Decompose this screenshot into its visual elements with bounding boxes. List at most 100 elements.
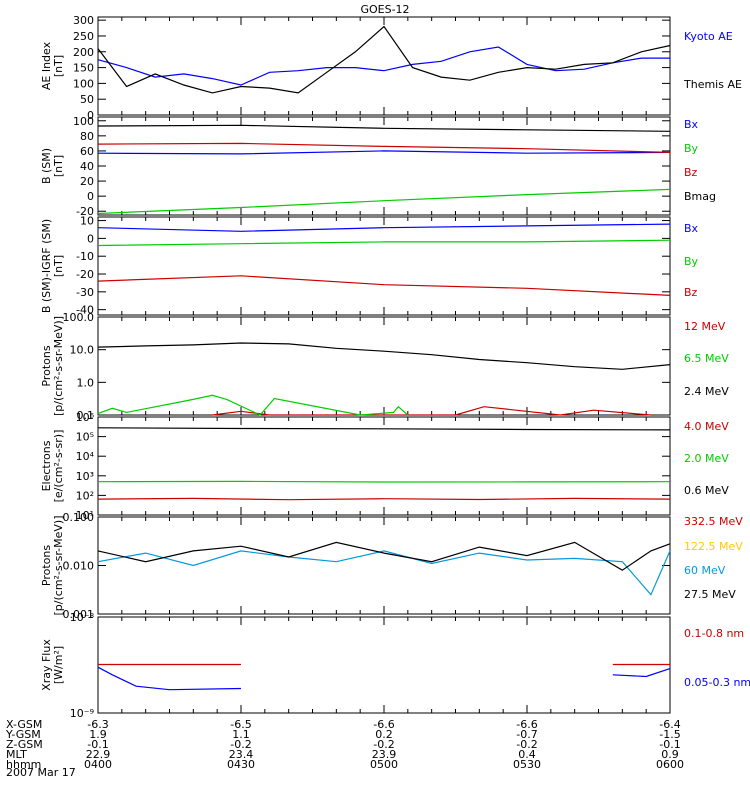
ephemeris-value: -0.2 [230,738,251,751]
ephemeris-value: 0400 [84,758,112,771]
series-line-60-mev [97,550,671,596]
legend-entry: Bx [684,118,699,131]
panel-frame [97,516,671,615]
ephemeris-value: -1.5 [659,728,680,741]
ephemeris-value: -0.7 [516,728,537,741]
date-label: 2007 Mar 17 [6,766,76,779]
y-tick-label: 300 [73,14,94,27]
ephemeris-value: 0.4 [518,748,536,761]
ephemeris-value: -6.5 [230,718,251,731]
legend-entry: 0.1-0.8 nm [684,627,744,640]
legend-entry: 6.5 MeV [684,352,729,365]
legend-entry: By [684,255,699,268]
legend-entry: Kyoto AE [684,30,733,43]
y-tick-label: -40 [76,304,94,317]
y-tick-label: 10¹ [76,509,94,522]
panel-4: 0.1 1.0 10.0 100.0Protons[p/(cm²-s-sr-MeV)]… [40,311,729,422]
y-axis-label: Protons[p/(cm²-s-sr-MeV)] [40,316,65,416]
legend-entry: 2.0 MeV [684,452,729,465]
series-line-themis-ae [97,25,671,94]
series-line-bmag [97,124,671,132]
panel-5: 10¹ 10² 10³ 10⁴ 10⁵ 10⁶ Electrons[e/(cm²-s-sr)… [40,411,729,522]
y-axis-label: B (SM)-IGRF (SM)[nT] [40,219,65,313]
ephemeris-value: -0.2 [516,738,537,751]
y-tick-label: 0 [87,232,94,245]
ephemeris-value: 0.2 [375,728,393,741]
series-line-bx [97,150,671,155]
series-line-0-05-0-3-nm [612,668,671,678]
legend-entry: 0.05-0.3 nm [684,676,750,689]
y-tick-label: 10⁶ [76,411,95,424]
y-tick-label: -20 [76,268,94,281]
y-tick-label: -30 [76,286,94,299]
y-tick-label: 100 [73,77,94,90]
panel-7: 10⁻⁹ 10⁻⁸ Xray Flux[W/m²] 0.1-0.8 nm 0.05-0.… [40,611,750,720]
y-tick-label: 100 [73,115,94,128]
ephemeris-row-label: hhmm [6,758,41,771]
series-line-bz [97,275,671,296]
legend-entry: 27.5 MeV [684,588,736,601]
y-tick-label: 150 [73,62,94,75]
y-tick-label: 200 [73,46,94,59]
series-line-27-5-mev [97,541,671,571]
series-line-bx [97,223,671,232]
ephemeris-value: -0.1 [659,738,680,751]
legend-entry: Bmag [684,190,716,203]
ephemeris-value: 22.9 [86,748,111,761]
y-tick-label: 0.1 [77,409,95,422]
y-tick-label: 10² [76,489,94,502]
y-tick-label: 0 [87,109,94,122]
series-line-by [97,239,671,247]
legend-entry: By [684,142,699,155]
ephemeris-value: 23.4 [229,748,254,761]
ephemeris-value: 23.9 [372,748,397,761]
series-line-2-0-mev [97,480,671,483]
ephemeris-row-label: X-GSM [6,718,42,731]
ephemeris-value: 0500 [370,758,398,771]
legend-entry: 0.6 MeV [684,484,729,497]
legend-entry: 332.5 MeV [684,515,743,528]
series-line-by [97,188,671,215]
y-tick-label: 10⁵ [76,431,94,444]
y-axis-label: B (SM)[nT] [40,148,65,184]
ephemeris-value: -6.6 [516,718,537,731]
y-tick-label: 10.0 [70,344,95,357]
panel-frame [97,416,671,516]
panel-2: -20 0 20 40 60 80 100 B (SM)[nT] Bx By Bz Bmag [40,115,716,218]
ephemeris-value: -6.6 [373,718,394,731]
ephemeris-value: 0530 [513,758,541,771]
y-tick-label: 80 [80,130,94,143]
series-line-2-4-mev [97,342,671,370]
y-tick-label: 10⁻⁹ [70,707,94,720]
series-line-4-0-mev [97,497,671,501]
ephemeris-row-label: Z-GSM [6,738,43,751]
y-axis-label: Electrons[e/(cm²-s-sr)] [40,430,65,503]
y-tick-label: 50 [80,93,94,106]
y-axis-label: AE Index[nT] [40,41,65,90]
series-line-0-6-mev [97,427,671,431]
ephemeris-row-label: MLT [6,748,27,761]
legend-entry: Themis AE [683,78,742,91]
ephemeris-value: 0600 [656,758,684,771]
y-tick-label: 60 [80,145,94,158]
ephemeris-value: 1.1 [232,728,250,741]
ephemeris-row-label: Y-GSM [5,728,41,741]
panel-6: 0.001 0.010 0.100Protons[p/(cm²-s-sr-MeV)]… [40,511,743,621]
panel-frame [97,216,671,316]
y-tick-label: 1.0 [77,376,95,389]
y-tick-label: -20 [76,205,94,218]
legend-entry: 2.4 MeV [684,385,729,398]
ephemeris-value: -6.4 [659,718,680,731]
y-tick-label: 10⁻⁸ [70,611,95,624]
y-axis-label: Protons[p/(cm²-s-sr-MeV)] [40,516,65,616]
series-line-0-05-0-3-nm [97,666,242,691]
y-tick-label: 40 [80,160,94,173]
series-line-12-mev [212,406,651,416]
panel-frame [97,316,671,416]
y-tick-label: 10³ [76,470,94,483]
y-tick-label: 0.100 [63,511,95,524]
legend-entry: Bx [684,222,699,235]
ephemeris-value: 0430 [227,758,255,771]
ephemeris-value: -0.1 [87,738,108,751]
